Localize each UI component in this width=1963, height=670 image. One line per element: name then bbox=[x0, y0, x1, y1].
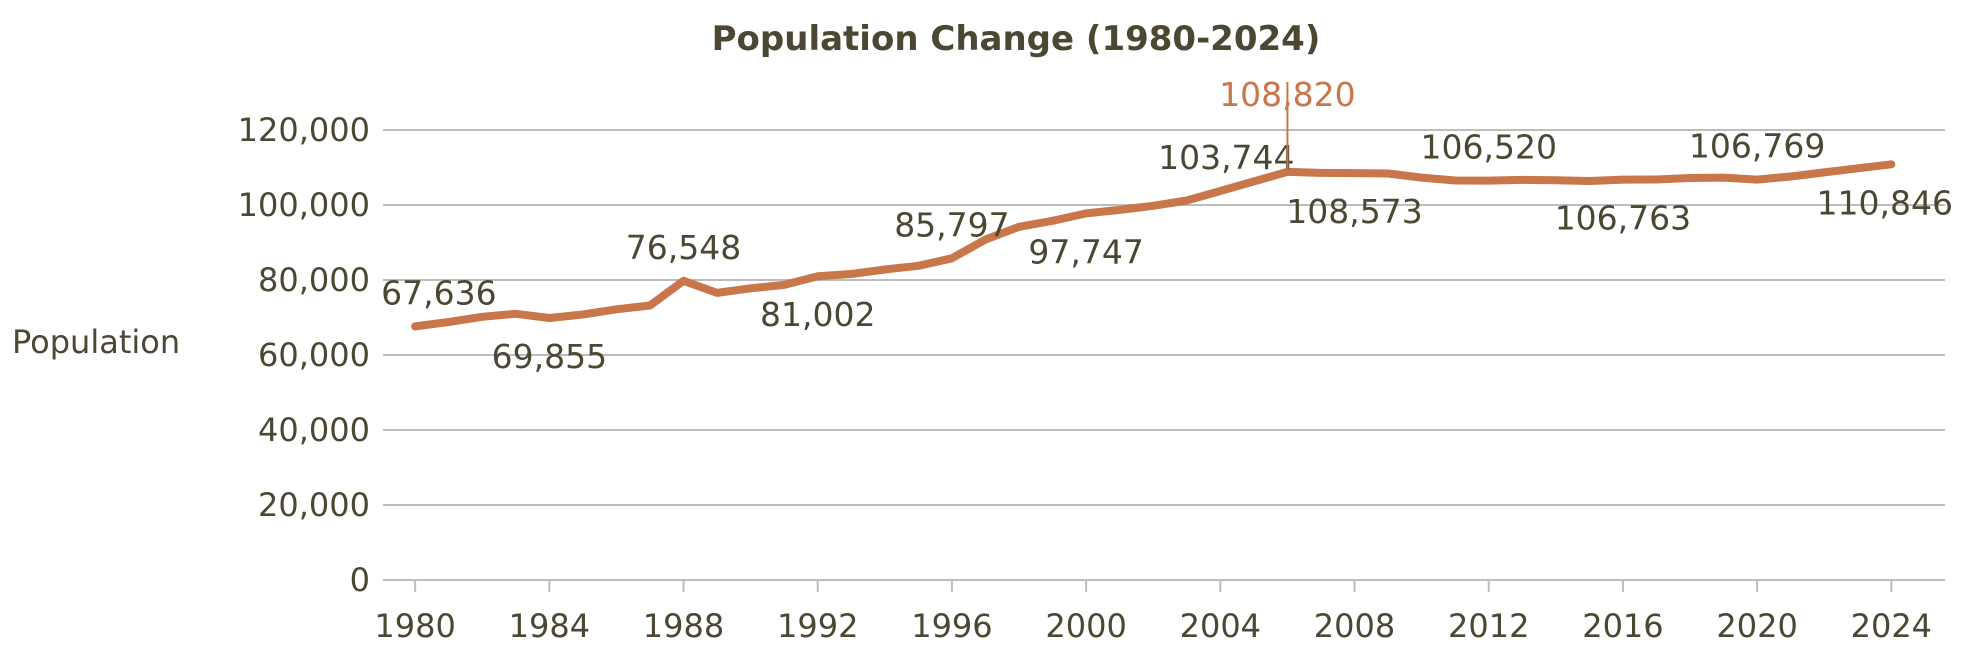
data-label: 106,763 bbox=[1555, 199, 1691, 238]
x-tick-label: 2000 bbox=[1045, 607, 1126, 645]
x-tick-label: 2024 bbox=[1851, 607, 1932, 645]
population-series-line bbox=[411, 160, 1896, 331]
data-label: 69,855 bbox=[492, 337, 607, 376]
data-label: 67,636 bbox=[381, 273, 496, 312]
x-tick-label: 2004 bbox=[1180, 607, 1261, 645]
data-label: 106,520 bbox=[1420, 128, 1556, 167]
x-tick-label: 2020 bbox=[1716, 607, 1797, 645]
chart-title: Population Change (1980-2024) bbox=[712, 19, 1321, 59]
x-tick-label: 2008 bbox=[1314, 607, 1395, 645]
y-tick-label: 0 bbox=[350, 561, 370, 599]
x-tick-label: 2016 bbox=[1582, 607, 1663, 645]
data-label: 81,002 bbox=[760, 295, 875, 334]
y-axis-ticks: 0 20,000 40,000 60,000 80,000 100,000 120,000 bbox=[238, 111, 370, 599]
y-tick-label: 120,000 bbox=[238, 111, 370, 149]
data-label: 108,820 bbox=[1219, 75, 1355, 114]
x-tick-label: 1988 bbox=[643, 607, 724, 645]
y-axis-label: Population bbox=[12, 323, 180, 361]
data-label: 85,797 bbox=[894, 205, 1009, 244]
data-labels: 67,636 69,855 76,548 81,002 85,797 97,747 103,… bbox=[381, 75, 1953, 376]
data-label: 97,747 bbox=[1028, 232, 1143, 271]
x-tick-label: 2012 bbox=[1448, 607, 1529, 645]
y-tick-label: 20,000 bbox=[258, 486, 370, 524]
x-tick-label: 1996 bbox=[911, 607, 992, 645]
gridlines bbox=[383, 129, 1945, 581]
data-label: 110,846 bbox=[1817, 183, 1953, 222]
x-tick-label: 1980 bbox=[374, 607, 455, 645]
data-label: 106,769 bbox=[1689, 127, 1825, 166]
y-tick-label: 40,000 bbox=[258, 411, 370, 449]
y-tick-label: 80,000 bbox=[258, 261, 370, 299]
y-tick-label: 100,000 bbox=[238, 186, 370, 224]
data-label: 76,548 bbox=[626, 228, 741, 267]
data-label: 103,744 bbox=[1158, 138, 1294, 177]
series-layer bbox=[411, 160, 1896, 331]
y-tick-label: 60,000 bbox=[258, 336, 370, 374]
x-tick-label: 1984 bbox=[509, 607, 590, 645]
x-tick-label: 1992 bbox=[777, 607, 858, 645]
data-label: 108,573 bbox=[1286, 192, 1422, 231]
x-axis-ticks: 1980 1984 1988 1992 1996 2000 2004 2008 2012 2016… bbox=[374, 580, 1932, 645]
